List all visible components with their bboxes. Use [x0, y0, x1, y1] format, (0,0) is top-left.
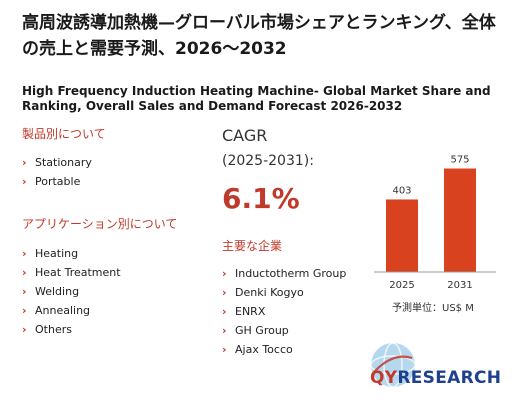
chevron-right-icon: ›	[22, 323, 27, 336]
product-section-heading: 製品別について	[22, 127, 106, 141]
list-item: › Inductotherm Group	[222, 264, 346, 283]
logo-wordmark: QYRESEARCH	[370, 368, 502, 388]
chevron-right-icon: ›	[22, 266, 27, 279]
list-item: › Stationary	[22, 153, 92, 172]
globe-icon	[370, 342, 416, 388]
companies-section-heading: 主要な企業	[222, 239, 283, 253]
cagr-label: CAGR	[222, 126, 268, 145]
unit-note: 予測単位：US$ M	[392, 303, 474, 314]
application-section-heading: アプリケーション別について	[22, 217, 178, 231]
bar-value-label: 575	[450, 155, 469, 166]
bar-2025	[386, 199, 418, 272]
chevron-right-icon: ›	[22, 304, 27, 317]
list-item: › Ajax Tocco	[222, 340, 346, 359]
bar-value-label: 403	[392, 185, 411, 196]
chevron-right-icon: ›	[222, 324, 227, 337]
page-title-ja: 高周波誘導加熱機—グローバル市場シェアとランキング、全体の売上と需要予測、202…	[22, 13, 496, 59]
bar-chart: 403 2025 575 2031	[374, 155, 496, 291]
product-list: › Stationary › Portable	[22, 153, 92, 191]
chevron-right-icon: ›	[22, 285, 27, 298]
chevron-right-icon: ›	[222, 343, 227, 356]
chevron-right-icon: ›	[222, 267, 227, 280]
x-tick-label: 2031	[447, 280, 472, 291]
cagr-period: (2025-2031):	[222, 153, 314, 169]
qyresearch-logo: QYRESEARCH	[368, 340, 508, 402]
bar-2031	[444, 168, 476, 272]
companies-list: › Inductotherm Group › Denki Kogyo › ENRX ›…	[222, 264, 346, 359]
page-title-en: High Frequency Induction Heating Machine…	[22, 84, 491, 113]
chevron-right-icon: ›	[222, 305, 227, 318]
chevron-right-icon: ›	[222, 286, 227, 299]
list-item: › GH Group	[222, 321, 346, 340]
list-item: › Welding	[22, 282, 121, 301]
list-item: › Heat Treatment	[22, 263, 121, 282]
list-item: › ENRX	[222, 302, 346, 321]
cagr-value: 6.1%	[222, 182, 300, 215]
list-item: › Others	[22, 320, 121, 339]
x-tick-label: 2025	[389, 280, 414, 291]
list-item: › Portable	[22, 172, 92, 191]
chevron-right-icon: ›	[22, 247, 27, 260]
list-item: › Annealing	[22, 301, 121, 320]
list-item: › Denki Kogyo	[222, 283, 346, 302]
chevron-right-icon: ›	[22, 156, 27, 169]
list-item: › Heating	[22, 244, 121, 263]
application-list: › Heating › Heat Treatment › Welding › Annea…	[22, 244, 121, 339]
chevron-right-icon: ›	[22, 175, 27, 188]
